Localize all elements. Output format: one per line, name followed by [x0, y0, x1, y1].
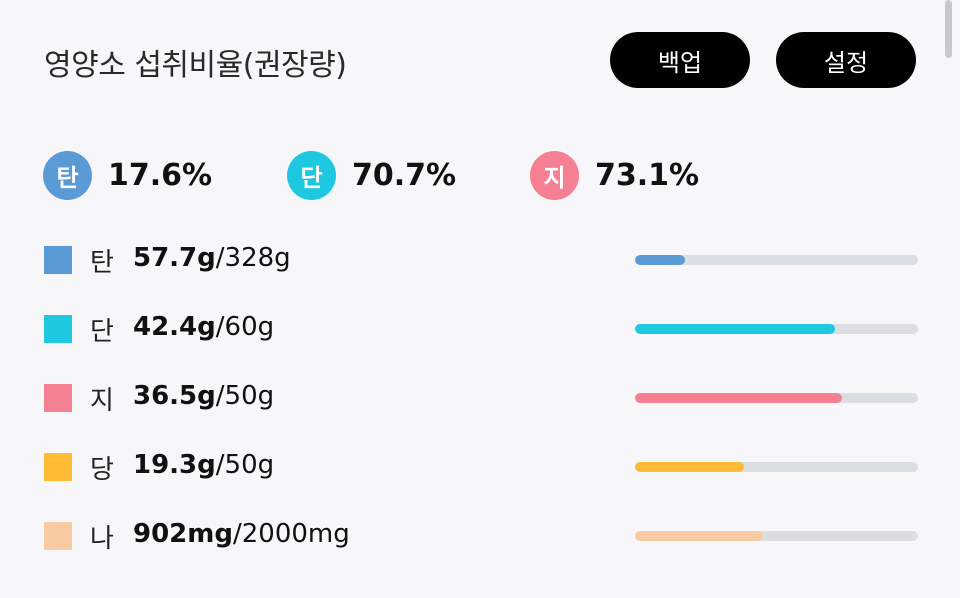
fat-total: /50g	[215, 381, 275, 411]
sodium-progress-fill	[635, 531, 763, 541]
sugar-label: 당	[90, 455, 114, 485]
sodium-progress-bar	[635, 531, 918, 541]
fat-ratio-value: 73.1%	[595, 157, 700, 193]
nutrient-row-protein: 단 42.4g/60g	[44, 301, 918, 357]
carbohydrate-amount: 57.7g/328g	[133, 243, 291, 273]
fat-amount: 36.5g/50g	[133, 381, 274, 411]
fat-badge: 지	[530, 150, 579, 200]
sugar-total: /50g	[215, 450, 275, 480]
carbohydrate-current: 57.7g	[133, 243, 216, 273]
protein-current: 42.4g	[133, 312, 216, 342]
sugar-progress-fill	[635, 462, 745, 472]
ratio-protein: 단 70.7%	[287, 150, 456, 200]
nutrient-row-sugar: 당 19.3g/50g	[44, 439, 918, 495]
sodium-amount: 902mg/2000mg	[133, 519, 350, 549]
carbohydrate-badge: 탄	[43, 150, 92, 200]
fat-label: 지	[90, 386, 114, 416]
carbohydrate-progress-fill	[635, 255, 685, 265]
carbohydrate-swatch	[44, 246, 72, 274]
ratio-carbohydrate: 탄 17.6%	[43, 150, 212, 200]
backup-button[interactable]: 백업	[610, 32, 750, 88]
protein-label: 단	[90, 317, 114, 347]
sodium-label: 나	[90, 524, 114, 554]
sugar-swatch	[44, 453, 72, 481]
carbohydrate-total: /328g	[215, 243, 291, 273]
nutrient-row-sodium: 나 902mg/2000mg	[44, 508, 918, 564]
protein-swatch	[44, 315, 72, 343]
protein-progress-bar	[635, 324, 918, 334]
sodium-swatch	[44, 522, 72, 550]
protein-total: /60g	[215, 312, 275, 342]
fat-swatch	[44, 384, 72, 412]
carbohydrate-label: 탄	[90, 248, 114, 278]
sugar-current: 19.3g	[133, 450, 216, 480]
header: 영양소 섭취비율(권장량) 백업 설정	[44, 32, 918, 90]
macro-ratio-summary: 탄 17.6% 단 70.7% 지 73.1%	[43, 150, 743, 200]
settings-button[interactable]: 설정	[776, 32, 916, 88]
scrollbar[interactable]	[945, 0, 952, 58]
protein-amount: 42.4g/60g	[133, 312, 274, 342]
protein-progress-fill	[635, 324, 836, 334]
sugar-progress-bar	[635, 462, 918, 472]
protein-badge: 단	[287, 150, 336, 200]
fat-progress-fill	[635, 393, 842, 403]
nutrient-row-carbohydrate: 탄 57.7g/328g	[44, 232, 918, 288]
sodium-current: 902mg	[133, 519, 233, 549]
nutrient-row-fat: 지 36.5g/50g	[44, 370, 918, 426]
sugar-amount: 19.3g/50g	[133, 450, 274, 480]
ratio-fat: 지 73.1%	[530, 150, 699, 200]
carbohydrate-ratio-value: 17.6%	[108, 157, 213, 193]
sodium-total: /2000mg	[232, 519, 350, 549]
protein-ratio-value: 70.7%	[352, 157, 457, 193]
fat-current: 36.5g	[133, 381, 216, 411]
carbohydrate-progress-bar	[635, 255, 918, 265]
page-title: 영양소 섭취비율(권장량)	[44, 48, 347, 83]
fat-progress-bar	[635, 393, 918, 403]
